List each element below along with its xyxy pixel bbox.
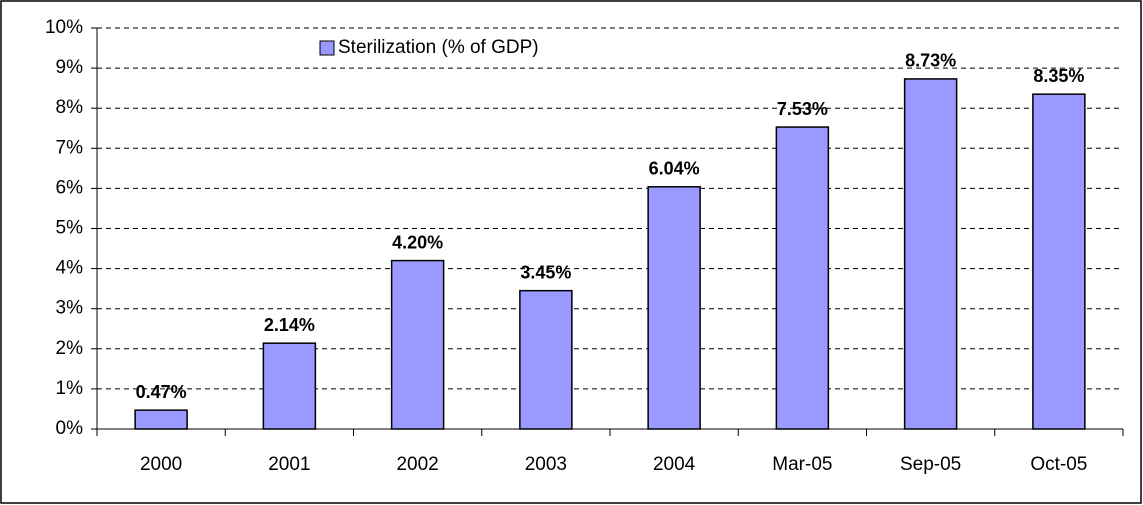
bar (1032, 93, 1086, 430)
y-tick-label: 3% (56, 298, 84, 319)
bar (519, 289, 573, 430)
x-tick-label: Mar-05 (772, 454, 832, 475)
data-label: 4.20% (392, 232, 443, 252)
y-tick-label: 5% (56, 218, 84, 239)
legend-label: Sterilization (% of GDP) (338, 37, 539, 58)
bar (262, 342, 317, 430)
data-label: 0.47% (136, 382, 187, 402)
x-tick-label: 2004 (653, 454, 696, 475)
x-tick-label: 2002 (396, 454, 438, 475)
x-tick-label: 2003 (525, 454, 567, 475)
y-tick-label: 9% (56, 57, 84, 78)
y-tick-label: 6% (56, 177, 84, 198)
y-tick-label: 1% (56, 378, 84, 399)
legend-swatch (319, 40, 335, 56)
bar (647, 186, 701, 430)
y-tick-label: 8% (56, 97, 84, 118)
y-tick-label: 7% (56, 137, 84, 158)
x-tick-label: 2000 (140, 454, 182, 475)
y-tick-label: 10% (45, 17, 83, 38)
bar (775, 126, 830, 430)
y-tick-label: 0% (56, 418, 84, 439)
x-tick-label: 2001 (268, 454, 310, 475)
bar (134, 409, 188, 430)
data-label: 8.73% (905, 51, 956, 71)
bar (903, 78, 958, 430)
x-tick-label: Sep-05 (900, 454, 961, 475)
data-label: 3.45% (520, 262, 571, 282)
data-label: 2.14% (264, 315, 315, 335)
bar (390, 259, 445, 430)
data-label: 7.53% (777, 99, 828, 119)
x-tick-label: Oct-05 (1030, 454, 1087, 475)
y-tick-label: 4% (56, 258, 84, 279)
data-label: 8.35% (1033, 66, 1084, 86)
y-tick-label: 2% (56, 338, 84, 359)
data-label: 6.04% (649, 159, 700, 179)
